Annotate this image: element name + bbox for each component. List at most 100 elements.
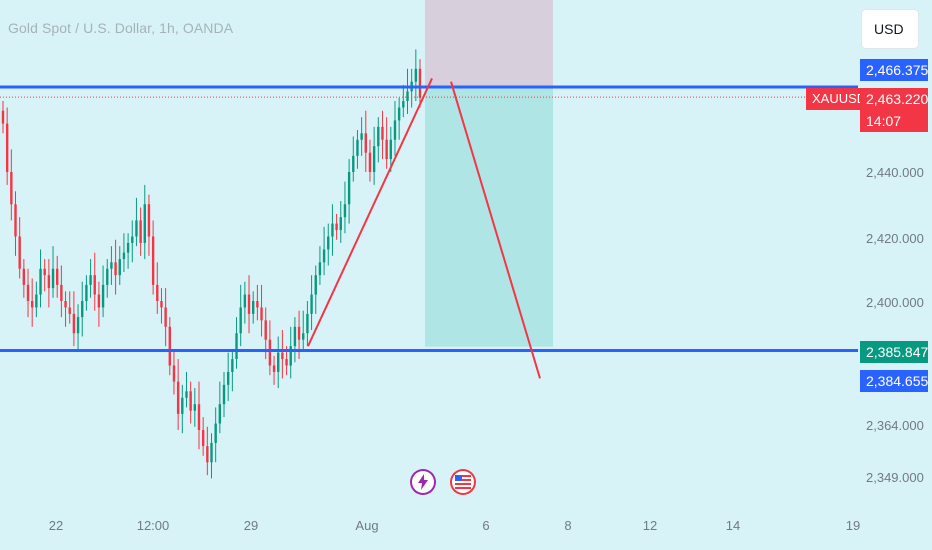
candle [402,84,405,118]
x-tick-label: 12:00 [136,518,170,533]
candle [360,117,363,156]
candle [26,268,30,318]
candle [364,110,367,172]
y-tick-label: 2,440.000 [866,165,924,180]
candle [147,194,151,256]
candle [222,371,226,418]
candle [72,291,76,347]
candle [281,330,284,379]
candle [181,384,184,434]
candle [168,317,171,376]
x-tick-label: 8 [564,518,572,533]
x-tick-label: 12 [642,518,658,533]
candle [247,275,251,334]
y-tick-label: 2,364.000 [866,418,924,433]
candle [172,349,176,395]
candle [214,407,217,463]
candle [418,59,422,108]
candle [151,220,155,295]
y-tick-label: 2,349.000 [866,470,924,485]
candle [35,281,38,318]
candle [114,239,117,295]
candle [389,126,393,172]
candle [339,201,342,243]
currency-button[interactable]: USD [862,10,918,48]
candle [372,126,376,185]
candle [310,275,313,331]
candle [239,284,242,347]
y-tick-label: 2,400.000 [866,295,924,310]
candle [377,117,380,163]
candle [30,278,34,327]
candle [176,359,180,430]
candle [68,291,71,324]
candle [18,217,21,279]
trend-line [307,78,433,347]
x-tick-label: 14 [725,518,741,533]
candle [397,97,401,140]
candle [64,291,67,327]
candle [135,197,138,247]
x-tick-label: 19 [845,518,861,533]
candle [14,191,17,256]
candle [93,252,96,311]
lightning-icon[interactable] [410,469,436,495]
candle [81,281,84,337]
candle [289,326,292,379]
candle [22,259,26,298]
candle [156,262,159,314]
resistance-price-label: 2,466.375 [860,59,928,81]
x-tick-label: 6 [482,518,490,533]
take-profit-zone [425,86,553,347]
candle [256,284,259,321]
candle [131,220,134,263]
candle [39,249,42,308]
candle [218,381,222,434]
candle [89,259,92,298]
candle [185,371,188,408]
x-tick-label: 22 [48,518,64,533]
candle [268,320,272,376]
candle [393,101,397,156]
candle [385,117,388,169]
candle [160,288,163,324]
candle [56,255,59,298]
target-price-label: 2,385.847 [860,341,928,363]
candle [243,281,247,324]
us-flag-icon[interactable] [450,469,476,495]
candle [10,149,13,221]
candle [293,317,297,363]
support-price-label: 2,384.655 [860,370,928,392]
candle [368,139,372,182]
x-tick-label: Aug [355,518,379,533]
candle [226,352,230,401]
candle [118,246,121,285]
current-price-label: 2,463.220 [860,88,928,110]
candle [352,136,355,182]
candle [76,304,80,350]
candle [206,426,209,476]
candle [110,246,113,285]
candle [322,226,326,276]
candle [51,246,55,298]
candle [302,310,305,350]
candle [235,317,238,369]
countdown-label: 14:07 [860,110,928,132]
candle [197,381,201,450]
candle [122,233,126,272]
candle [5,107,9,185]
candle [193,388,197,427]
candle [43,259,46,292]
candle [343,181,347,234]
symbol-tag: XAUUSD [806,88,873,110]
candle [406,68,409,114]
candle [164,288,167,347]
candle [327,223,330,266]
candle [85,275,88,311]
chart-title: Gold Spot / U.S. Dollar, 1h, OANDA [8,20,234,36]
candle [381,110,384,160]
candle [335,213,338,240]
candle [210,433,213,479]
